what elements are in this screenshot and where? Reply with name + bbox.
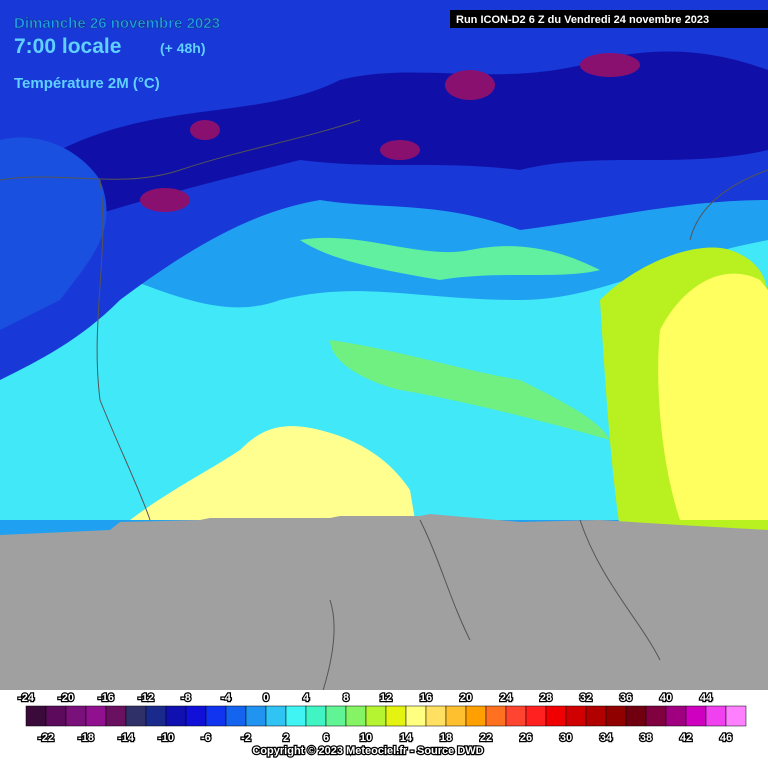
legend-label: -24	[18, 692, 35, 704]
legend-label: 24	[500, 692, 513, 704]
legend-swatch	[265, 705, 287, 727]
po-band	[330, 340, 610, 440]
legend-label: 14	[400, 732, 413, 744]
legend-swatch	[445, 705, 467, 727]
legend-swatch	[165, 705, 187, 727]
legend-label: 28	[540, 692, 552, 704]
forecast-time: 7:00 locale	[14, 35, 121, 58]
legend-label: 4	[303, 692, 310, 704]
legend-label: 22	[480, 732, 492, 744]
legend-panel	[0, 690, 768, 768]
legend-swatch	[725, 705, 747, 727]
legend-label: -18	[78, 732, 94, 744]
legend-swatch	[625, 705, 647, 727]
legend-label: 18	[440, 732, 452, 744]
legend-swatch	[25, 705, 47, 727]
legend-swatch	[205, 705, 227, 727]
legend-label: 16	[420, 692, 432, 704]
legend-label: 26	[520, 732, 532, 744]
legend-label: 12	[380, 692, 392, 704]
lake-band	[300, 237, 600, 280]
legend-label: 20	[460, 692, 472, 704]
legend-label: 34	[600, 732, 613, 744]
legend-label: 2	[283, 732, 289, 744]
peaks	[140, 53, 640, 212]
adriatic-warm	[658, 273, 768, 520]
copyright: Copyright © 2023 Meteociel.fr - Source D…	[252, 745, 483, 757]
legend-label: 8	[343, 692, 349, 704]
variable-name: Température 2M (°C)	[14, 75, 160, 92]
legend-swatch	[685, 705, 707, 727]
run-info: Run ICON-D2 6 Z du Vendredi 24 novembre …	[456, 14, 709, 26]
legend-swatch	[325, 705, 347, 727]
legend-label: 44	[700, 692, 713, 704]
legend-swatch	[225, 705, 247, 727]
legend-swatch	[385, 705, 407, 727]
legend-swatch	[85, 705, 107, 727]
ligurian-warm	[130, 426, 415, 520]
legend-swatch	[145, 705, 167, 727]
legend-swatch	[185, 705, 207, 727]
legend-label: 6	[323, 732, 329, 744]
color-legend: -24-22-20-18-16-14-12-10-8-6-4-202468101…	[17, 691, 747, 745]
legend-swatch	[405, 705, 427, 727]
jura	[0, 137, 107, 330]
legend-swatch	[45, 705, 67, 727]
run-banner	[450, 10, 768, 28]
legend-label: 10	[360, 732, 372, 744]
legend-label: -12	[138, 692, 154, 704]
legend-label: -4	[221, 692, 232, 704]
legend-swatch	[105, 705, 127, 727]
legend-swatch	[465, 705, 487, 727]
legend-swatch	[665, 705, 687, 727]
legend-swatch	[485, 705, 507, 727]
legend-swatch	[525, 705, 547, 727]
legend-swatch	[125, 705, 147, 727]
legend-swatch	[545, 705, 567, 727]
legend-swatch	[365, 705, 387, 727]
borders	[0, 119, 768, 701]
lead-time: (+ 48h)	[160, 40, 206, 56]
legend-label: -10	[158, 732, 174, 744]
legend-label: 46	[720, 732, 732, 744]
legend-swatch	[425, 705, 447, 727]
forecast-date: Dimanche 26 novembre 2023	[14, 15, 220, 32]
legend-swatch	[645, 705, 667, 727]
legend-label: 0	[263, 692, 269, 704]
legend-label: 36	[620, 692, 632, 704]
legend-label: -20	[58, 692, 74, 704]
legend-label: -8	[181, 692, 191, 704]
legend-label: -6	[201, 732, 211, 744]
legend-label: -22	[38, 732, 54, 744]
legend-label: 32	[580, 692, 592, 704]
legend-swatch	[65, 705, 87, 727]
legend-label: -2	[241, 732, 251, 744]
legend-label: 40	[660, 692, 672, 704]
legend-swatch	[565, 705, 587, 727]
legend-label: -14	[118, 732, 135, 744]
legend-label: 42	[680, 732, 692, 744]
high-alps	[60, 51, 768, 221]
legend-swatch	[305, 705, 327, 727]
legend-swatch	[705, 705, 727, 727]
legend-label: -16	[98, 692, 114, 704]
legend-label: 38	[640, 732, 652, 744]
legend-swatch	[585, 705, 607, 727]
legend-swatch	[285, 705, 307, 727]
legend-swatch	[345, 705, 367, 727]
legend-swatch	[505, 705, 527, 727]
legend-label: 30	[560, 732, 572, 744]
legend-swatch	[605, 705, 627, 727]
legend-swatch	[245, 705, 267, 727]
